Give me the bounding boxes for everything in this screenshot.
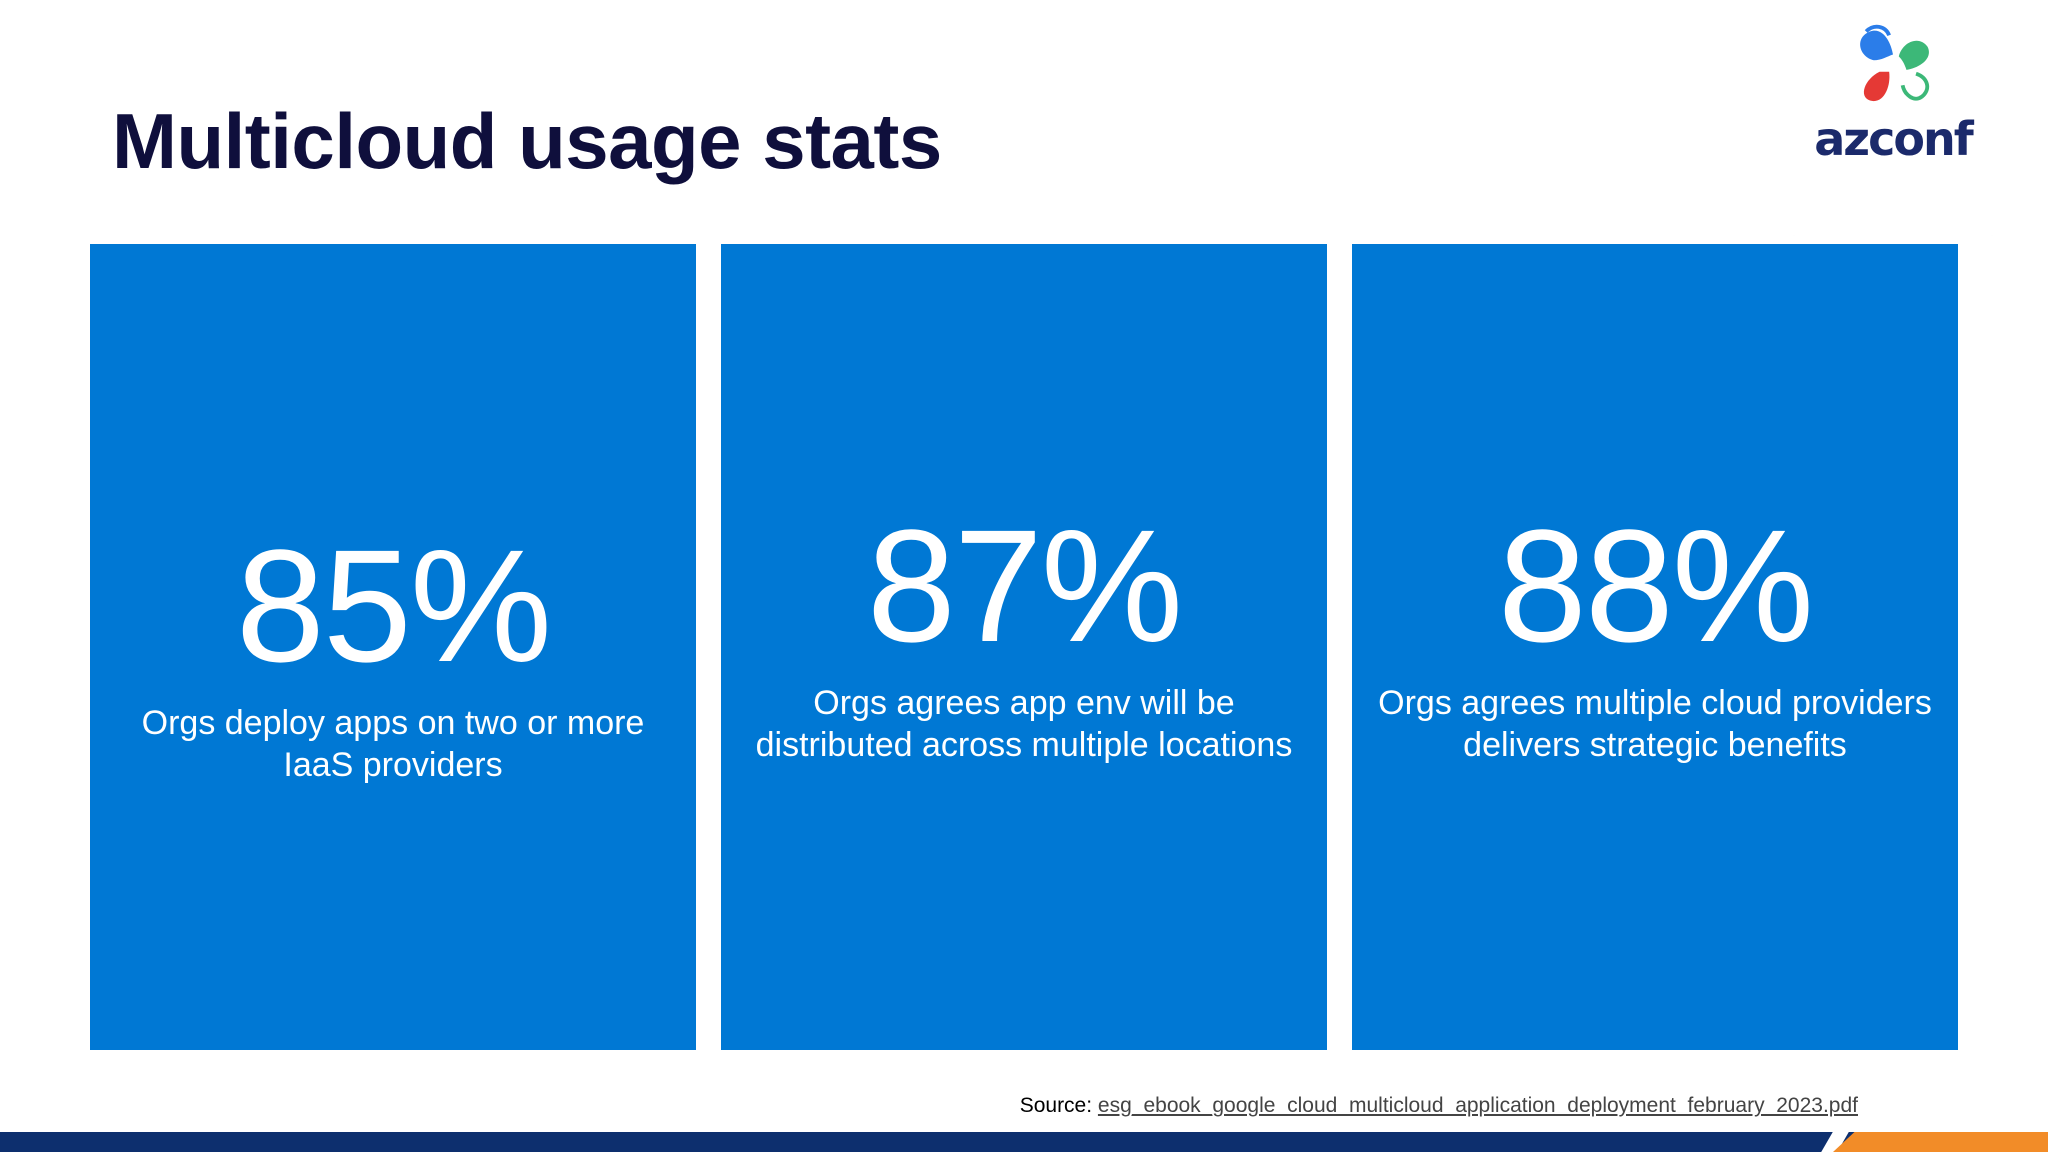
stat-card: 85% Orgs deploy apps on two or more IaaS…: [90, 244, 696, 1050]
source-label: Source:: [1019, 1094, 1093, 1117]
stat-card: 87% Orgs agrees app env will be distribu…: [721, 244, 1327, 1050]
stat-card: 88% Orgs agrees multiple cloud providers…: [1352, 244, 1958, 1050]
azconf-logo-icon: [1860, 24, 1930, 102]
logo-badge: azconf: [1793, 0, 1993, 236]
footer-bar: [0, 1132, 2048, 1152]
stat-value: 85%: [235, 516, 552, 695]
source-link[interactable]: esg_ebook_google_cloud_multicloud_applic…: [1097, 1094, 1858, 1117]
stat-value: 87%: [866, 496, 1183, 675]
logo-wordmark: azconf: [1814, 112, 1973, 166]
page-title: Multicloud usage stats: [112, 97, 942, 185]
stat-description: Orgs agrees app env will be distributed …: [755, 684, 1293, 764]
stats-cards: 85% Orgs deploy apps on two or more IaaS…: [90, 244, 1958, 1050]
stat-description: Orgs deploy apps on two or more IaaS pro…: [141, 704, 645, 784]
stat-description: Orgs agrees multiple cloud providers del…: [1378, 684, 1932, 764]
source-citation: Source: esg_ebook_google_cloud_multiclou…: [1020, 1094, 1858, 1118]
footer-accent: [1833, 1132, 2048, 1152]
stat-value: 88%: [1497, 496, 1814, 675]
